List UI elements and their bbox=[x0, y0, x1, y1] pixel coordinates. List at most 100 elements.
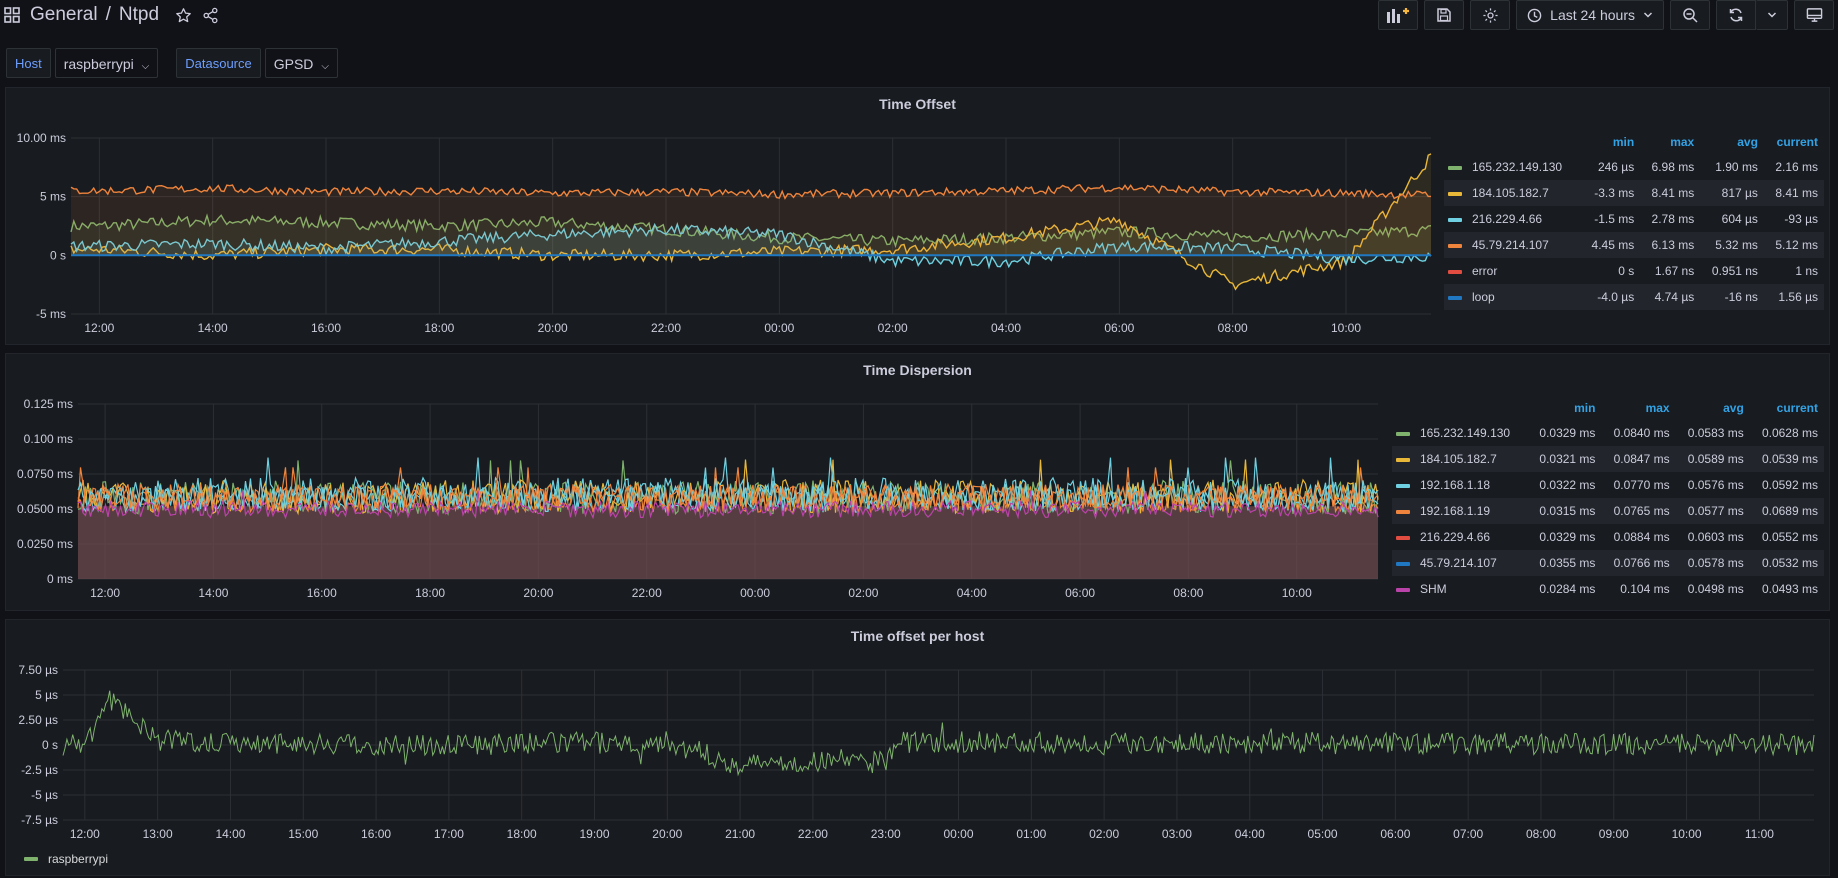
legend-col-avg[interactable]: avg bbox=[1737, 135, 1758, 149]
x-tick-label: 22:00 bbox=[798, 827, 828, 841]
legend-series[interactable]: SHM bbox=[1392, 576, 1527, 602]
legend-series-name: error bbox=[1472, 264, 1498, 278]
legend-row[interactable]: 45.79.214.107 0.0355 ms 0.0766 ms 0.0578 ms… bbox=[1392, 550, 1824, 576]
legend-series[interactable]: error bbox=[1444, 258, 1580, 284]
x-tick-label: 17:00 bbox=[434, 827, 464, 841]
legend-col-max[interactable]: max bbox=[1670, 135, 1695, 149]
legend-series[interactable]: 216.229.4.66 bbox=[1444, 206, 1580, 232]
legend-series-name: 216.229.4.66 bbox=[1420, 530, 1491, 544]
legend-row[interactable]: 45.79.214.107 4.45 ms 6.13 ms 5.32 ms 5.12 m… bbox=[1444, 232, 1824, 258]
datasource-select[interactable]: GPSD ⌵ bbox=[264, 48, 338, 78]
x-tick-label: 22:00 bbox=[632, 586, 662, 600]
x-tick-label: 22:00 bbox=[651, 321, 681, 335]
refresh-interval-dropdown[interactable] bbox=[1756, 0, 1788, 30]
folder-link[interactable]: General bbox=[30, 4, 98, 25]
legend-header-row: min max avg current bbox=[1392, 396, 1824, 420]
x-tick-label: 00:00 bbox=[944, 827, 974, 841]
panel-title[interactable]: Time offset per host bbox=[850, 628, 985, 644]
chevron-down-icon: ⌵ bbox=[141, 61, 150, 72]
y-tick-label: 10.00 ms bbox=[17, 131, 66, 145]
dashboard-title[interactable]: Ntpd bbox=[118, 4, 160, 25]
clock-icon bbox=[1527, 8, 1542, 22]
legend-swatch bbox=[1448, 217, 1462, 222]
x-tick-label: 14:00 bbox=[198, 586, 228, 600]
host-select[interactable]: raspberrypi ⌵ bbox=[54, 48, 159, 78]
legend-avg-value: 0.0578 ms bbox=[1675, 550, 1750, 576]
legend-row[interactable]: 216.229.4.66 -1.5 ms 2.78 ms 604 µs -93 µs bbox=[1444, 206, 1824, 232]
x-tick-label: 08:00 bbox=[1173, 586, 1203, 600]
legend-series-name: 184.105.182.7 bbox=[1420, 452, 1497, 466]
view-mode-button[interactable] bbox=[1794, 0, 1834, 30]
x-tick-label: 02:00 bbox=[1089, 827, 1119, 841]
legend-series[interactable]: 192.168.1.18 bbox=[1392, 472, 1527, 498]
x-tick-label: 12:00 bbox=[90, 586, 120, 600]
legend-series[interactable]: 165.232.149.130 bbox=[1444, 154, 1580, 180]
panel-title[interactable]: Time Offset bbox=[879, 96, 956, 112]
legend-current-value: 0.0552 ms bbox=[1761, 530, 1818, 544]
series-area bbox=[78, 506, 1378, 579]
legend-avg-value: 1.90 ms bbox=[1715, 160, 1758, 174]
variable-label-host: Host bbox=[6, 48, 51, 78]
legend-series[interactable]: 184.105.182.7 bbox=[1444, 180, 1581, 206]
time-picker-button[interactable]: Last 24 hours bbox=[1516, 0, 1664, 30]
star-icon[interactable] bbox=[175, 7, 192, 24]
legend-avg-value: 0.0576 ms bbox=[1687, 478, 1744, 492]
apps-grid-icon[interactable] bbox=[4, 7, 20, 23]
time-dispersion-chart[interactable]: 0.125 ms 0.100 ms 0.0750 ms 0.0500 ms 0.0250… bbox=[6, 354, 1394, 612]
legend-row[interactable]: 165.232.149.130 0.0329 ms 0.0840 ms 0.0583 … bbox=[1392, 420, 1824, 446]
zoom-out-button[interactable] bbox=[1670, 0, 1710, 30]
y-tick-label: -7.5 µs bbox=[21, 813, 58, 827]
legend-series-name: 165.232.149.130 bbox=[1420, 426, 1511, 440]
series-line bbox=[70, 213, 1432, 249]
dashboard-settings-button[interactable] bbox=[1470, 0, 1511, 30]
y-tick-label: 0 ms bbox=[47, 572, 73, 586]
legend-row[interactable]: 165.232.149.130 246 µs 6.98 ms 1.90 ms 2.16 … bbox=[1444, 154, 1824, 180]
time-offset-chart[interactable]: 10.00 ms 5 ms 0 s -5 ms 12:00 14:00 16:00 18:00… bbox=[6, 88, 1446, 346]
legend-series[interactable]: 165.232.149.130 bbox=[1392, 420, 1527, 446]
legend-col-max[interactable]: max bbox=[1645, 401, 1670, 415]
legend-current-value: -93 µs bbox=[1784, 212, 1818, 226]
legend-series[interactable]: 45.79.214.107 bbox=[1392, 550, 1528, 576]
legend-row[interactable]: loop -4.0 µs 4.74 µs -16 ns 1.56 µs bbox=[1444, 284, 1824, 310]
legend-col-avg[interactable]: avg bbox=[1723, 401, 1744, 415]
series-area bbox=[71, 224, 1431, 267]
legend-series[interactable]: loop bbox=[1444, 284, 1581, 310]
x-tick-label: 08:00 bbox=[1218, 321, 1248, 335]
legend-min-value: -1.5 ms bbox=[1594, 212, 1635, 226]
legend-row[interactable]: 216.229.4.66 0.0329 ms 0.0884 ms 0.0603 ms 0… bbox=[1392, 524, 1824, 550]
legend-row[interactable]: SHM 0.0284 ms 0.104 ms 0.0498 ms 0.0493 ms bbox=[1392, 576, 1824, 602]
legend-col-min[interactable]: min bbox=[1574, 401, 1596, 415]
legend-series[interactable]: 45.79.214.107 bbox=[1444, 232, 1581, 258]
legend-col-current[interactable]: current bbox=[1776, 401, 1818, 415]
legend-max-value: 0.0840 ms bbox=[1613, 426, 1670, 440]
share-icon[interactable] bbox=[202, 7, 219, 24]
legend-row[interactable]: 184.105.182.7 0.0321 ms 0.0847 ms 0.0589 ms… bbox=[1392, 446, 1824, 472]
legend-min-value: 0 s bbox=[1618, 264, 1635, 278]
legend-series[interactable]: 184.105.182.7 bbox=[1392, 446, 1528, 472]
legend-row[interactable]: 184.105.182.7 -3.3 ms 8.41 ms 817 µs 8.41 ms bbox=[1444, 180, 1824, 206]
legend-row[interactable]: 192.168.1.19 0.0315 ms 0.0765 ms 0.0577 ms 0… bbox=[1392, 498, 1824, 524]
add-panel-button[interactable] bbox=[1378, 0, 1419, 30]
legend-row[interactable]: error 0 s 1.67 ns 0.951 ns 1 ns bbox=[1444, 258, 1824, 284]
legend-swatch bbox=[24, 857, 38, 861]
series-area bbox=[71, 184, 1431, 256]
legend-max-value: 0.0884 ms bbox=[1613, 530, 1670, 544]
time-offset-per-host-chart[interactable]: 7.50 µs 5 µs 2.50 µs 0 s -2.5 µs -5 µs -7.5 µs… bbox=[6, 620, 1829, 846]
legend-min-value: 246 µs bbox=[1597, 160, 1635, 174]
legend-item-raspberrypi[interactable]: raspberrypi bbox=[24, 852, 108, 866]
legend-col-min[interactable]: min bbox=[1612, 135, 1635, 149]
legend-min-value: 0.0321 ms bbox=[1527, 446, 1602, 472]
panel-title[interactable]: Time Dispersion bbox=[863, 362, 972, 378]
legend-series[interactable]: 216.229.4.66 bbox=[1392, 524, 1527, 550]
legend-min-value: 0.0329 ms bbox=[1539, 530, 1596, 544]
legend-series-name: 192.168.1.18 bbox=[1420, 478, 1491, 492]
x-tick-label: 00:00 bbox=[740, 586, 770, 600]
time-dispersion-legend: min max avg current 165.232.149.130 0.032… bbox=[1392, 396, 1824, 602]
legend-row[interactable]: 192.168.1.18 0.0322 ms 0.0770 ms 0.0576 ms 0… bbox=[1392, 472, 1824, 498]
legend-current-value: 1 ns bbox=[1795, 264, 1818, 278]
refresh-button[interactable] bbox=[1716, 0, 1756, 30]
save-dashboard-button[interactable] bbox=[1424, 0, 1465, 30]
legend-swatch bbox=[1396, 457, 1410, 462]
legend-col-current[interactable]: current bbox=[1776, 135, 1818, 149]
legend-series[interactable]: 192.168.1.19 bbox=[1392, 498, 1528, 524]
